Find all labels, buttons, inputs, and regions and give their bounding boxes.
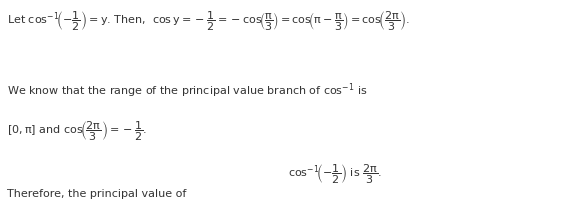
Text: $\mathregular{cos}^{-1}\!\left(-\dfrac{1}{2}\right)$ is $\dfrac{2\pi}{3}.$: $\mathregular{cos}^{-1}\!\left(-\dfrac{1… (288, 163, 382, 186)
Text: Therefore, the principal value of: Therefore, the principal value of (7, 189, 186, 199)
Text: $[0,\pi]$ and $\mathregular{cos}\!\left(\dfrac{2\pi}{3}\right) = -\dfrac{1}{2}.$: $[0,\pi]$ and $\mathregular{cos}\!\left(… (7, 119, 147, 143)
Text: We know that the range of the principal value branch of $\mathregular{cos}^{-1}$: We know that the range of the principal … (7, 81, 367, 99)
Text: Let $\mathregular{cos}^{-1}\!\left(-\dfrac{1}{2}\right) = y$. Then,  $\mathregul: Let $\mathregular{cos}^{-1}\!\left(-\dfr… (7, 10, 410, 33)
